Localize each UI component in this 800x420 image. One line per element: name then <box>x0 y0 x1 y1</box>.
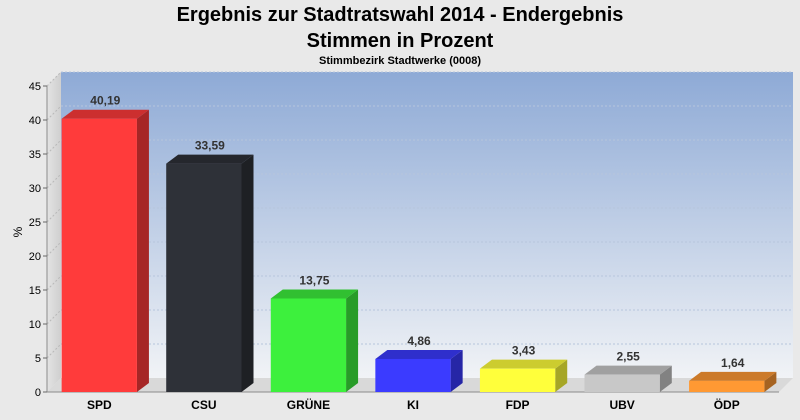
y-tick-label: 10 <box>29 319 41 331</box>
bar-top <box>375 349 463 359</box>
x-tick-label: ÖDP <box>714 397 740 412</box>
bar <box>479 359 568 392</box>
y-tick-label: 20 <box>29 251 41 263</box>
plot-side-wall <box>47 72 61 392</box>
bar-side <box>555 359 568 392</box>
chart-subtitle: Stimmbezirk Stadtwerke (0008) <box>318 55 481 67</box>
bar-front <box>270 298 347 392</box>
gridline-side <box>46 207 62 223</box>
y-tick-label: 40 <box>29 115 41 127</box>
chart-title-line-2: Stimmen in Prozent <box>306 30 494 52</box>
y-tick-label: 25 <box>29 217 41 229</box>
bar-side <box>764 371 777 392</box>
bar-front <box>61 118 137 392</box>
bar-front <box>584 374 660 392</box>
bar-front <box>375 358 451 392</box>
x-tick-label: CSU <box>191 398 216 412</box>
gridline-side <box>46 309 62 325</box>
y-tick-label: 0 <box>35 387 41 399</box>
bar-top <box>61 109 149 119</box>
bar-top <box>166 154 254 164</box>
bar-top <box>689 371 777 381</box>
y-tick-label: 45 <box>29 81 41 93</box>
chart-title-line-1: Ergebnis zur Stadtratswahl 2014 - Enderg… <box>176 4 624 26</box>
bar-side <box>241 154 254 392</box>
y-tick-label: 35 <box>29 149 41 161</box>
bar-side <box>659 365 672 392</box>
bar-front <box>479 368 556 392</box>
x-tick-label: UBV <box>609 398 634 412</box>
gridline-side <box>46 173 62 189</box>
gridline-side <box>46 241 62 257</box>
x-tick-label: SPD <box>87 398 112 412</box>
y-tick-label: 15 <box>29 285 41 297</box>
bar-value-label: 2,55 <box>616 350 640 364</box>
gridline-side <box>46 71 62 87</box>
bar-side <box>450 349 463 392</box>
y-axis-label: % <box>11 226 25 237</box>
gridline-side <box>46 343 62 359</box>
bar-side <box>346 289 359 392</box>
y-tick-label: 30 <box>29 183 41 195</box>
bar-top <box>270 289 359 299</box>
y-tick-label: 5 <box>35 353 41 365</box>
bar <box>375 349 463 392</box>
bar-value-label: 3,43 <box>512 344 536 358</box>
bar-front <box>689 380 765 392</box>
bar <box>166 154 254 392</box>
bar <box>584 365 672 392</box>
bar <box>270 289 359 392</box>
bar-side <box>136 109 149 392</box>
x-tick-label: FDP <box>506 398 530 412</box>
x-tick-label: GRÜNE <box>287 397 330 412</box>
bar-front <box>166 163 242 392</box>
bar-value-label: 33,59 <box>195 139 225 153</box>
bar-value-label: 13,75 <box>299 274 329 288</box>
bar-value-label: 4,86 <box>407 334 431 348</box>
x-tick-label: KI <box>407 398 419 412</box>
bar-value-label: 1,64 <box>721 356 745 370</box>
gridline-side <box>46 275 62 291</box>
bar-top <box>479 359 568 369</box>
bar <box>61 109 149 392</box>
bar <box>689 371 777 392</box>
gridline-side <box>46 105 62 121</box>
bar-value-label: 40,19 <box>90 94 120 108</box>
gridline-side <box>46 139 62 155</box>
bar-top <box>584 365 672 375</box>
